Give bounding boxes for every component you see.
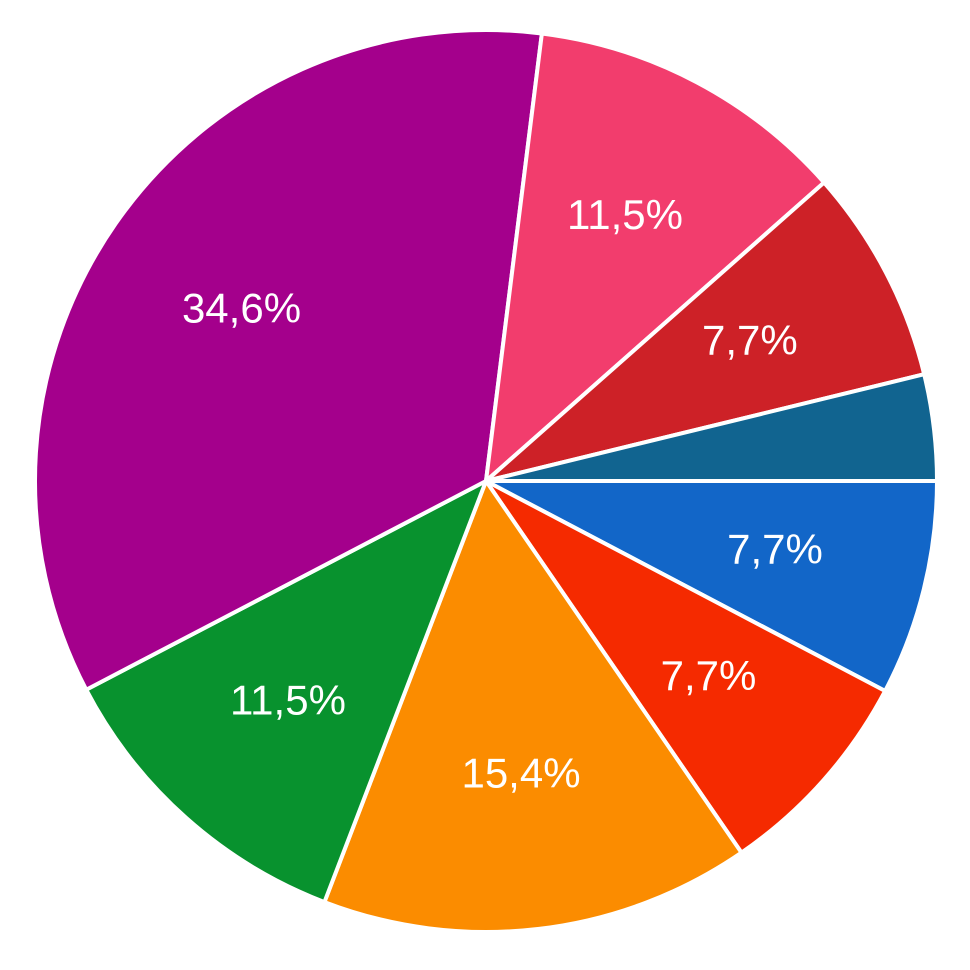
pie-slice — [483, 31, 827, 486]
slice-label: 7,7% — [702, 316, 798, 363]
pie-slice — [485, 371, 940, 483]
slice-label: 15,4% — [461, 750, 580, 797]
pie-slice — [484, 179, 927, 483]
slice-label: 11,5% — [230, 676, 346, 723]
pie-slice — [83, 476, 490, 905]
pie-slice — [485, 479, 940, 694]
pie-slice — [484, 479, 888, 856]
pie-slice — [33, 28, 545, 693]
slice-label: 34,6% — [182, 284, 301, 331]
slice-label: 11,5% — [567, 191, 683, 238]
pie-slice — [321, 476, 745, 934]
slice-label: 7,7% — [727, 525, 823, 572]
slice-label: 7,7% — [661, 652, 757, 699]
